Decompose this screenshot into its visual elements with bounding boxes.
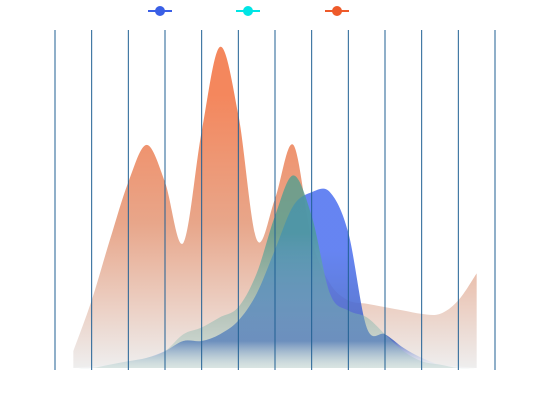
legend-item [325,6,349,16]
legend-marker [155,6,165,16]
legend-marker [243,6,253,16]
legend-item [148,6,172,16]
legend-marker [332,6,342,16]
legend-item [236,6,260,16]
